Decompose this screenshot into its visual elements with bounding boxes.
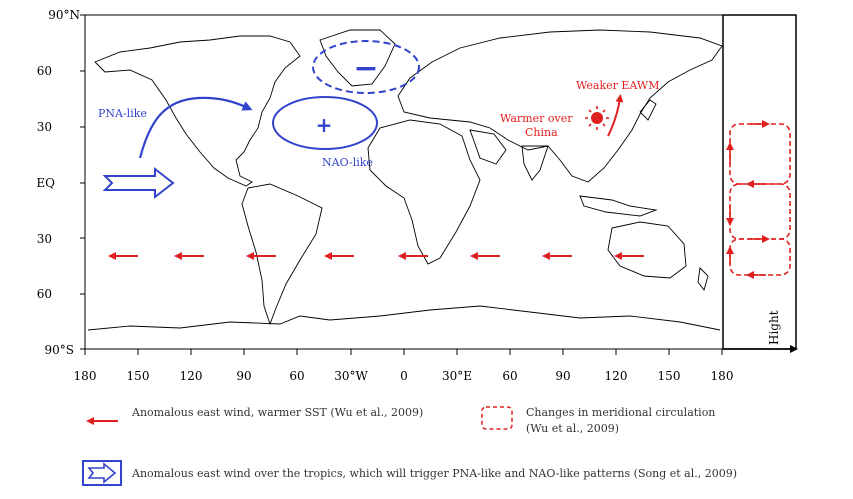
legend-circulation-text-2: (Wu et al., 2009) [526, 422, 619, 435]
lon-tick: 30°W [334, 369, 368, 383]
pna-like-arrow [138, 96, 253, 159]
lat-tick: 60 [37, 287, 52, 301]
greenland-coast [319, 29, 396, 87]
south-america-coast [241, 183, 323, 326]
tropical-east-wind-arrow [102, 166, 175, 200]
lon-tick: 120 [605, 369, 628, 383]
lat-tick: 90°N [48, 8, 80, 22]
circulation-cell-lower [729, 238, 791, 276]
lat-tick: 90°S [45, 343, 75, 357]
weaker-eawm-label: Weaker EAWM [576, 79, 660, 92]
india-coast [521, 145, 549, 181]
pna-like-label: PNA-like [98, 107, 147, 120]
lon-tick: 150 [658, 369, 681, 383]
circulation-cell-upper [729, 123, 791, 185]
lon-tick: 90 [236, 369, 251, 383]
lat-tick: 60 [37, 64, 52, 78]
lat-tick: EQ [36, 176, 55, 190]
longitude-ticks: 180 150 120 90 60 30°W 0 30°E 60 90 120 … [74, 349, 734, 383]
lat-tick: 30 [37, 120, 52, 134]
coastlines [87, 29, 723, 331]
nao-negative-ellipse [312, 40, 420, 94]
eurasia-coast [397, 29, 723, 183]
lon-tick: 90 [555, 369, 570, 383]
height-label: Hight [767, 310, 781, 345]
legend-blue-arrow-text: Anomalous east wind over the tropics, wh… [131, 467, 737, 480]
meridional-circulation-cells [729, 123, 791, 276]
legend-circulation-icon [481, 406, 513, 430]
arabia-coast [469, 129, 507, 165]
lon-tick: 180 [711, 369, 734, 383]
antarctica-coast [87, 305, 721, 331]
legend-blue-box [82, 460, 122, 486]
lon-tick: 0 [400, 369, 408, 383]
north-america-coast [94, 35, 301, 187]
circulation-arrows [726, 120, 770, 279]
indonesia-coast [579, 195, 658, 217]
new-zealand-coast [697, 267, 709, 291]
height-panel [722, 14, 797, 350]
lat-tick: 30 [37, 232, 52, 246]
lon-tick: 30°E [442, 369, 472, 383]
legend-blue-arrow-icon [87, 462, 117, 484]
nao-positive-ellipse [272, 96, 378, 150]
circulation-cell-middle [729, 183, 791, 240]
warmer-over-label: Warmer over [500, 112, 573, 125]
lon-tick: 180 [74, 369, 97, 383]
africa-coast [367, 119, 481, 265]
plus-sign: + [316, 113, 333, 137]
japan-coast [639, 99, 657, 121]
sun-icon [585, 106, 609, 130]
map-frame [84, 14, 724, 350]
minus-sign: − [353, 51, 378, 86]
weaker-eawm-arrow [607, 94, 624, 137]
lon-tick: 60 [502, 369, 517, 383]
china-label: China [525, 126, 558, 139]
legend-circulation-text-1: Changes in meridional circulation [526, 406, 715, 419]
nao-like-label: NAO-like [322, 156, 373, 169]
legend: Anomalous east wind, warmer SST (Wu et a… [82, 406, 737, 486]
australia-coast [607, 221, 687, 279]
lon-tick: 150 [127, 369, 150, 383]
lon-tick: 60 [289, 369, 304, 383]
latitude-ticks: 90°N 60 30 EQ 30 60 90°S [36, 8, 85, 357]
legend-red-arrow-text: Anomalous east wind, warmer SST (Wu et a… [131, 406, 423, 419]
lon-tick: 120 [180, 369, 203, 383]
